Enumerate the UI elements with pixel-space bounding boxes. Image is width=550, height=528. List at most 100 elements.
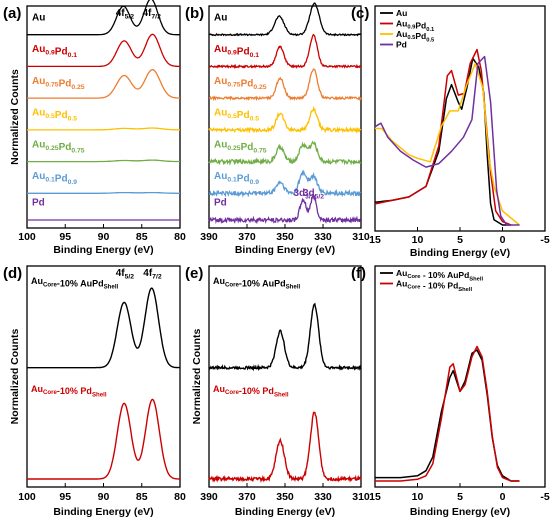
series-line-b-4 xyxy=(208,140,362,166)
series-line-b-2 xyxy=(208,68,362,102)
x-tick-label-a: 95 xyxy=(59,231,71,243)
series-line-b-6 xyxy=(208,192,362,225)
x-tick-label-c: 15 xyxy=(369,234,381,246)
series-line-e-1 xyxy=(208,411,362,483)
x-tick-label-e: 330 xyxy=(314,491,332,503)
x-tick-label-b: 330 xyxy=(314,231,332,243)
series-label-a-4: Au0.25Pd0.75 xyxy=(32,139,85,154)
x-tick-label-f: 0 xyxy=(500,491,506,503)
series-line-a-5 xyxy=(27,191,180,194)
peak-label-a-1: 4f7/2 xyxy=(143,8,162,21)
x-tick-label-a: 90 xyxy=(98,231,110,243)
x-tick-label-a: 80 xyxy=(174,231,186,243)
series-label-b-3: Au0.5Pd0.5 xyxy=(214,108,259,123)
series-line-c-3 xyxy=(374,55,520,226)
series-line-a-1 xyxy=(27,33,180,68)
x-axis-label-e: Binding Energy (eV) xyxy=(235,506,335,518)
x-tick-label-c: 5 xyxy=(457,234,463,246)
legend-label-c-3: Pd xyxy=(396,40,407,50)
series-label-d-0: AuCore-10% AuPdShell xyxy=(31,276,119,291)
panel-label-c: (c) xyxy=(351,5,369,22)
series-label-a-0: Au xyxy=(32,12,45,23)
panel-label-d: (d) xyxy=(3,265,22,282)
y-axis-label-d: Normalized Counts xyxy=(9,329,21,425)
series-line-a-0 xyxy=(27,0,180,36)
panel-a: 100 95 90 85 80 Binding Energy (eV) Normalized… xyxy=(3,0,186,256)
panel-b: 390 370 350 330 310 Binding Energy (eV) (b) Au A… xyxy=(185,2,370,256)
series-label-a-3: Au0.5Pd0.5 xyxy=(32,108,77,123)
x-tick-label-a: 100 xyxy=(18,231,36,243)
series-line-f-1 xyxy=(375,345,520,482)
series-line-f-0 xyxy=(375,349,520,482)
y-axis-label-e: Normalized Counts xyxy=(191,329,203,425)
plot-frame-e xyxy=(208,265,362,488)
x-tick-label-e: 370 xyxy=(238,491,256,503)
x-tick-label-d: 80 xyxy=(174,491,186,503)
series-line-d-0 xyxy=(27,287,180,369)
series-label-b-6: Pd xyxy=(214,198,227,209)
x-axis-label-c: Binding Energy (eV) xyxy=(410,247,510,259)
series-label-a-1: Au0.9Pd0.1 xyxy=(32,44,77,59)
legend-label-c-0: Au xyxy=(396,8,407,18)
peak-label-a-0: 4f5/2 xyxy=(116,8,135,21)
x-tick-label-a: 85 xyxy=(136,231,148,243)
plot-frame-d xyxy=(26,265,181,488)
x-tick-label-f: 15 xyxy=(369,491,381,503)
peak-label-d-0: 4f5/2 xyxy=(116,268,135,281)
x-axis-label-d: Binding Energy (eV) xyxy=(53,506,153,518)
x-axis-label-a: Binding Energy (eV) xyxy=(53,244,153,256)
series-line-b-3 xyxy=(208,105,362,134)
x-tick-label-d: 90 xyxy=(98,491,110,503)
series-label-b-1: Au0.9Pd0.1 xyxy=(214,44,259,59)
legend-label-c-2: Au0.5Pd0.5 xyxy=(396,29,435,43)
series-label-e-1: AuCore-10% PdShell xyxy=(213,384,289,399)
series-line-a-4 xyxy=(27,159,180,163)
series-line-b-0 xyxy=(208,2,362,37)
panel-f: 15 10 5 0 -5 Binding Energy (eV) (f) AuCore - 1… xyxy=(351,265,550,518)
x-axis-label-f: Binding Energy (eV) xyxy=(410,506,510,518)
x-tick-label-c: 0 xyxy=(500,234,506,246)
series-label-a-2: Au0.75Pd0.25 xyxy=(32,76,85,91)
x-axis-label-b: Binding Energy (eV) xyxy=(235,244,335,256)
panel-c: 15 10 5 0 -5 Binding Energy (eV) (c) AuAu0.9Pd0… xyxy=(351,5,550,259)
peak-label-b-0: 3d3/2 xyxy=(293,188,314,201)
series-line-b-5 xyxy=(208,169,362,198)
series-line-a-2 xyxy=(27,69,180,99)
series-line-e-0 xyxy=(208,302,362,372)
x-tick-label-c: -5 xyxy=(540,234,549,246)
x-tick-label-b: 350 xyxy=(276,231,294,243)
series-label-e-0: AuCore-10% AuPdShell xyxy=(213,276,301,291)
series-line-a-3 xyxy=(27,127,180,131)
y-axis-label-a: Normalized Counts xyxy=(9,69,21,165)
series-label-b-2: Au0.75Pd0.25 xyxy=(214,76,267,91)
panel-e: 390 370 350 330 310 Binding Energy (eV) Normal… xyxy=(185,265,370,518)
panel-label-b: (b) xyxy=(185,5,204,22)
x-tick-label-e: 350 xyxy=(276,491,294,503)
x-tick-label-d: 100 xyxy=(18,491,36,503)
series-label-d-1: AuCore-10% PdShell xyxy=(31,384,107,399)
x-tick-label-c: 10 xyxy=(412,234,424,246)
series-line-d-1 xyxy=(27,398,180,480)
legend-label-c-1: Au0.9Pd0.1 xyxy=(396,19,435,33)
series-label-a-6: Pd xyxy=(32,198,45,209)
x-tick-label-f: 10 xyxy=(412,491,424,503)
panel-label-e: (e) xyxy=(185,265,203,282)
x-tick-label-d: 85 xyxy=(136,491,148,503)
series-label-a-5: Au0.1Pd0.9 xyxy=(32,171,77,186)
series-line-b-1 xyxy=(208,33,362,70)
x-tick-label-e: 310 xyxy=(352,491,370,503)
series-label-b-5: Au0.1Pd0.9 xyxy=(214,171,259,186)
x-tick-label-b: 370 xyxy=(238,231,256,243)
x-tick-label-f: 5 xyxy=(457,491,463,503)
plot-frame-f xyxy=(374,265,546,488)
series-label-b-0: Au xyxy=(214,12,227,23)
series-label-b-4: Au0.25Pd0.75 xyxy=(214,139,267,154)
x-tick-label-b: 390 xyxy=(200,231,218,243)
legend-label-f-0: AuCore - 10% AuPdShell xyxy=(396,268,483,282)
x-tick-label-d: 95 xyxy=(59,491,71,503)
panel-label-a: (a) xyxy=(3,5,21,22)
series-line-c-2 xyxy=(375,62,520,226)
peak-label-b-1: 3d5/2 xyxy=(303,188,324,201)
